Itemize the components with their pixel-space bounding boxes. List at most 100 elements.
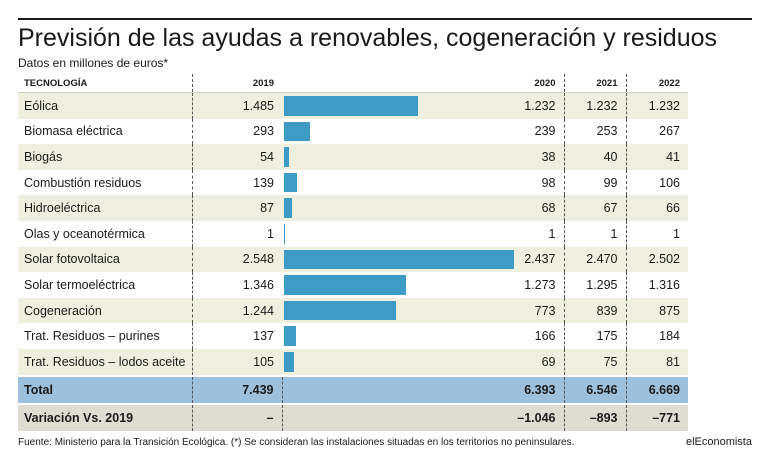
row-label: Olas y oceanotérmica <box>18 220 192 247</box>
value-2019: 1.244 <box>191 297 282 324</box>
value-2020: 69 <box>541 354 556 369</box>
value-2019: 293 <box>191 118 282 145</box>
value-2020: 1.273 <box>524 277 556 292</box>
header-row: TECNOLOGÍA 2019 2020 2021 2022 <box>18 74 752 93</box>
col-header-2019: 2019 <box>191 74 282 93</box>
value-2019: 87 <box>191 195 282 221</box>
bar-2019 <box>284 249 514 270</box>
bar-2019 <box>284 275 406 295</box>
bar-2019 <box>284 96 418 116</box>
value-2020: 1.232 <box>524 98 556 113</box>
value-2022: 267 <box>625 118 688 145</box>
data-table: TECNOLOGÍA 2019 2020 2021 2022 Eólica 1.4… <box>18 74 752 431</box>
row-label: Trat. Residuos – purines <box>18 323 192 349</box>
value-2022: 2.502 <box>625 246 688 273</box>
row-label: Solar termoeléctrica <box>18 272 192 298</box>
value-2022: 1.232 <box>625 92 688 119</box>
total-2019: 7.439 <box>191 374 282 404</box>
variation-2019: – <box>191 402 282 431</box>
value-2022: 1.316 <box>625 272 688 298</box>
value-2021: 839 <box>563 297 626 324</box>
value-2021: 75 <box>563 348 626 376</box>
total-2022: 6.669 <box>625 374 688 404</box>
chart-subtitle: Datos en millones de euros* <box>18 56 169 70</box>
chart-title: Previsión de las ayudas a renovables, co… <box>18 24 718 52</box>
variation-2020: –1.046 <box>281 402 564 431</box>
row-label: Hidroeléctrica <box>18 195 192 221</box>
bar-cell: 166 <box>282 323 564 349</box>
top-rule <box>18 18 752 20</box>
variation-label: Variación Vs. 2019 <box>18 402 192 431</box>
col-header-2020: 2020 <box>282 74 564 93</box>
bar-cell: 69 <box>282 348 564 376</box>
table-row: Cogeneración 1.244 773 839 875 <box>18 297 752 324</box>
table-row: Biomasa eléctrica 293 239 253 267 <box>18 118 752 145</box>
value-2020: 2.437 <box>524 252 556 267</box>
table-row: Trat. Residuos – purines 137 166 175 184 <box>18 323 752 349</box>
value-2022: 41 <box>625 144 688 170</box>
value-2022: 1 <box>625 220 688 247</box>
value-2021: 99 <box>563 169 626 196</box>
value-2019: 139 <box>191 169 282 196</box>
bar-cell: 1.273 <box>282 272 564 298</box>
value-2019: 137 <box>191 323 282 349</box>
value-2020: 98 <box>541 175 556 190</box>
value-2020: 1 <box>548 226 556 241</box>
row-label: Cogeneración <box>18 297 192 324</box>
bar-2019 <box>284 172 297 193</box>
value-2021: 40 <box>563 144 626 170</box>
table-row: Combustión residuos 139 98 99 106 <box>18 169 752 196</box>
total-2020: 6.393 <box>281 374 564 404</box>
bar-2019 <box>284 198 292 218</box>
value-2019: 1.485 <box>191 92 282 119</box>
value-2021: 67 <box>563 195 626 221</box>
bar-2019 <box>284 121 311 142</box>
bar-2019 <box>284 147 289 167</box>
value-2020: 166 <box>534 329 556 344</box>
table-row: Solar termoeléctrica 1.346 1.273 1.295 1.316 <box>18 272 752 298</box>
value-2022: 106 <box>625 169 688 196</box>
bar-2019 <box>284 223 285 244</box>
bar-cell: 38 <box>282 144 564 170</box>
total-2021: 6.546 <box>563 374 626 404</box>
row-label: Biogás <box>18 144 192 170</box>
value-2019: 54 <box>191 144 282 170</box>
variation-row: Variación Vs. 2019 – –1.046 –893 –771 <box>18 402 752 431</box>
row-label: Eólica <box>18 92 192 119</box>
col-header-2022: 2022 <box>625 74 688 93</box>
table-row: Solar fotovoltaica 2.548 2.437 2.470 2.502 <box>18 246 752 273</box>
total-label: Total <box>18 374 192 404</box>
value-2021: 175 <box>563 323 626 349</box>
variation-2021: –893 <box>563 402 626 431</box>
variation-2022: –771 <box>625 402 688 431</box>
col-header-2021: 2021 <box>563 74 626 93</box>
value-2019: 1.346 <box>191 272 282 298</box>
value-2020: 773 <box>534 303 556 318</box>
value-2022: 81 <box>625 348 688 376</box>
bar-cell: 68 <box>282 195 564 221</box>
table-row: Biogás 54 38 40 41 <box>18 144 752 170</box>
bar-2019 <box>284 300 397 321</box>
bar-cell: 1 <box>282 220 564 247</box>
brand-logo: elEconomista <box>685 436 752 448</box>
source-note: Fuente: Ministerio para la Transición Ec… <box>18 437 575 448</box>
col-header-tecnologia: TECNOLOGÍA <box>18 74 192 93</box>
value-2021: 253 <box>563 118 626 145</box>
table-row: Olas y oceanotérmica 1 1 1 1 <box>18 220 752 247</box>
row-label: Biomasa eléctrica <box>18 118 192 145</box>
value-2021: 1 <box>563 220 626 247</box>
table-row: Hidroeléctrica 87 68 67 66 <box>18 195 752 221</box>
total-row: Total 7.439 6.393 6.546 6.669 <box>18 374 752 404</box>
value-2020: 38 <box>541 149 556 164</box>
value-2020: 68 <box>541 201 556 216</box>
bar-cell: 773 <box>282 297 564 324</box>
value-2022: 66 <box>625 195 688 221</box>
bar-cell: 98 <box>282 169 564 196</box>
bar-cell: 239 <box>282 118 564 145</box>
value-2022: 184 <box>625 323 688 349</box>
value-2020: 239 <box>534 124 556 139</box>
value-2019: 1 <box>191 220 282 247</box>
value-2021: 2.470 <box>563 246 626 273</box>
bar-2019 <box>284 326 297 346</box>
value-2021: 1.295 <box>563 272 626 298</box>
